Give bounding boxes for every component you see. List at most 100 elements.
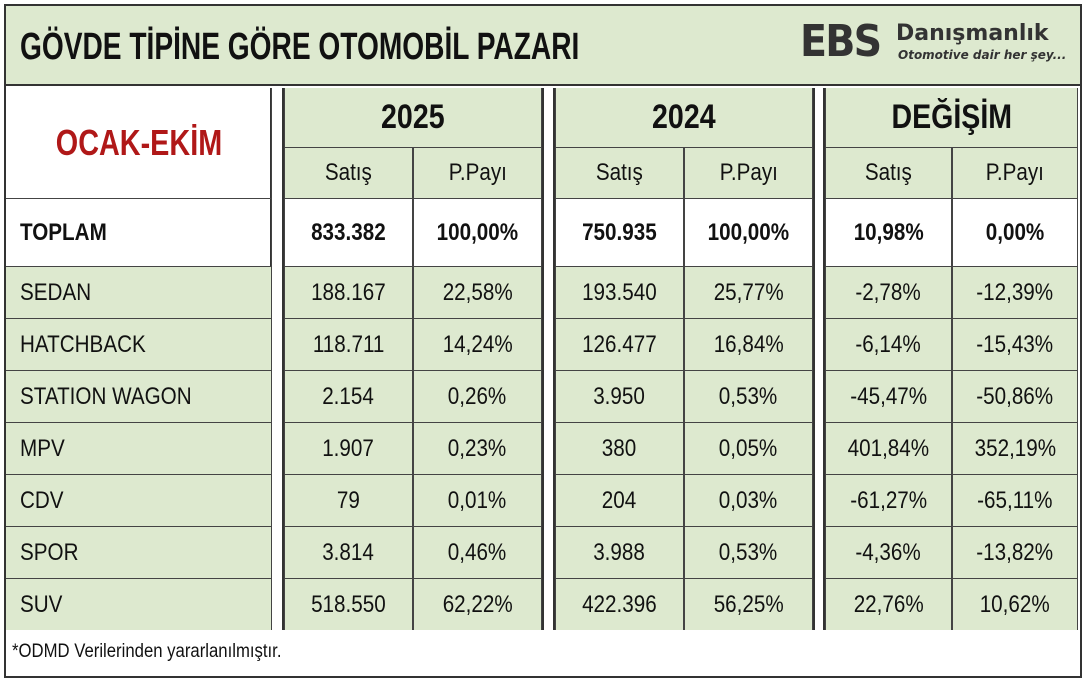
table-cell-text: 188.167 [311,278,386,306]
sub-header-text: Satış [324,159,373,186]
table-cell-text: -65,11% [977,486,1053,514]
table-cell-text: 0,53% [719,538,778,566]
table-cell: -13,82% [952,526,1078,578]
row-label-text: CDV [20,486,64,514]
table-cell: 3.950 [555,370,684,422]
group-header-text: 2024 [652,98,716,136]
sub-header: P.Payı [684,148,813,198]
table-cell: 0,05% [684,422,813,474]
table-cell-text: 0,01% [448,486,507,514]
table-block [823,88,1080,630]
table-cell-text: 2.154 [322,382,375,410]
table-cell: 25,77% [684,266,813,318]
table-cell: 22,76% [825,578,952,630]
table-cell: -6,14% [825,318,952,370]
row-label: CDV [6,474,272,526]
table-cell: 0,26% [413,370,542,422]
table-cell-text: 833.382 [311,218,386,246]
table-cell-text: 518.550 [311,590,386,618]
table-cell: 10,62% [952,578,1078,630]
row-label: HATCHBACK [6,318,272,370]
sub-header-text: Satış [864,159,913,186]
table-cell: 1.907 [284,422,413,474]
row-label: STATION WAGON [6,370,272,422]
table-cell: 100,00% [413,198,542,266]
table-cell: 401,84% [825,422,952,474]
table-block [282,88,544,630]
row-label: SUV [6,578,272,630]
ebs-logo: EBS Danışmanlık Otomotive dair her şey..… [800,18,1070,78]
table-cell-text: 1.907 [322,434,375,462]
table-cell-text: 3.814 [322,538,375,566]
row-label: SEDAN [6,266,272,318]
group-header: DEĞİŞİM [825,88,1078,148]
sub-header: Satış [825,148,952,198]
period-label: OCAK-EKİM [6,88,272,198]
table-cell-text: 126.477 [582,330,657,358]
table-cell-text: 0,46% [448,538,507,566]
table-cell: 3.814 [284,526,413,578]
row-label-text: TOPLAM [20,218,107,246]
table-cell-text: 0,03% [719,486,778,514]
logo-name: Danışmanlık [896,21,1049,46]
sub-header: Satış [284,148,413,198]
table-cell-text: -50,86% [976,382,1054,410]
table-cell: 22,58% [413,266,542,318]
table-cell: 380 [555,422,684,474]
table-block [553,88,815,630]
row-label-text: SPOR [20,538,79,566]
table-cell: -50,86% [952,370,1078,422]
table-cell-text: 0,05% [719,434,778,462]
table-cell-text: -45,47% [850,382,927,410]
table-cell: -12,39% [952,266,1078,318]
table-cell-text: -12,39% [976,278,1054,306]
table-cell-text: 422.396 [582,590,657,618]
table-cell-text: 10,62% [979,590,1051,618]
table-cell: 0,00% [952,198,1078,266]
table-cell-text: -61,27% [850,486,927,514]
table-cell-text: 3.988 [593,538,646,566]
group-header: 2024 [555,88,813,148]
table-cell: 118.711 [284,318,413,370]
sub-header: Satış [555,148,684,198]
table-cell-text: 62,22% [442,590,513,618]
table-cell: -45,47% [825,370,952,422]
page-title: GÖVDE TİPİNE GÖRE OTOMOBİL PAZARI [20,26,580,68]
table-cell-text: -2,78% [855,278,922,306]
table-cell: 0,23% [413,422,542,474]
row-label: TOPLAM [6,198,272,266]
table-cell-text: -6,14% [855,330,922,358]
table-cell-text: 193.540 [582,278,657,306]
table-cell-text: 0,23% [448,434,507,462]
sub-header: P.Payı [952,148,1078,198]
table-cell: 56,25% [684,578,813,630]
table-cell: -65,11% [952,474,1078,526]
table-cell-text: 10,98% [853,218,924,246]
table-cell: 750.935 [555,198,684,266]
sub-header-text: P.Payı [719,159,778,186]
table-cell-text: 100,00% [436,218,519,246]
group-header-text: 2025 [381,98,445,136]
table-cell: 16,84% [684,318,813,370]
table-cell: 204 [555,474,684,526]
group-header-text: DEĞİŞİM [891,98,1012,136]
row-label-text: SEDAN [20,278,92,306]
row-label: MPV [6,422,272,474]
table-cell-text: 204 [602,486,637,514]
table-cell: 833.382 [284,198,413,266]
table-cell: 79 [284,474,413,526]
table-cell-text: -13,82% [976,538,1054,566]
table-cell: 0,53% [684,526,813,578]
sub-header-text: Satış [595,159,644,186]
table-cell: -61,27% [825,474,952,526]
table-cell-text: 0,00% [985,218,1045,246]
table-cell: -4,36% [825,526,952,578]
table-cell-text: 56,25% [713,590,784,618]
table-cell-text: 380 [602,434,637,462]
table-cell: 0,03% [684,474,813,526]
row-label-text: SUV [20,590,63,618]
table-cell: 518.550 [284,578,413,630]
table-cell: 0,46% [413,526,542,578]
table-cell: 2.154 [284,370,413,422]
table-cell: 352,19% [952,422,1078,474]
